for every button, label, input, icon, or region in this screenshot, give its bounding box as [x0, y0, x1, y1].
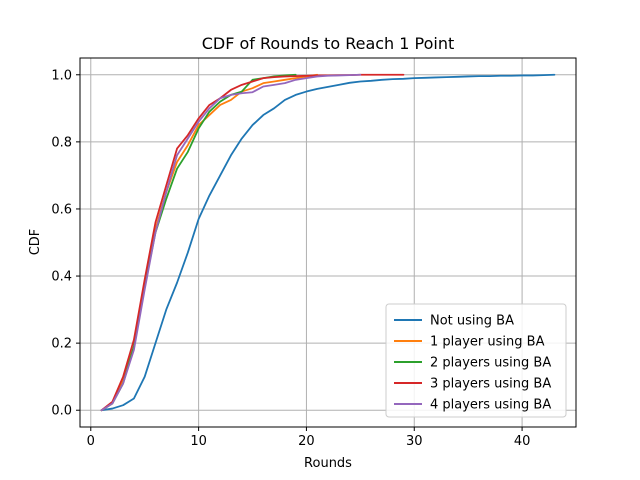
legend-label: 1 player using BA [430, 335, 545, 350]
y-tick-label: 0.8 [51, 135, 72, 150]
x-tick-label: 40 [514, 434, 531, 449]
legend-box [385, 303, 567, 418]
legend-label: 3 players using BA [430, 377, 551, 392]
series-layer [100, 73, 556, 412]
y-tick-label: 0.4 [51, 270, 72, 285]
legend-label: 4 players using BA [430, 398, 551, 413]
y-tick-label: 1.0 [51, 68, 72, 83]
legend-label: 2 players using BA [430, 356, 551, 371]
y-axis-label: CDF [28, 229, 43, 256]
series-line-1 [100, 73, 556, 412]
x-tick-label: 30 [406, 434, 423, 449]
chart-title: CDF of Rounds to Reach 1 Point [202, 34, 455, 53]
legend-label: Not using BA [430, 314, 514, 329]
x-tick-label: 0 [87, 434, 95, 449]
y-tick-label: 0.2 [51, 337, 72, 352]
x-tick-label: 20 [298, 434, 315, 449]
y-tick-label: 0.0 [51, 404, 72, 419]
legend: Not using BA 1 player using BA 2 players u… [385, 303, 567, 418]
x-axis-label: Rounds [304, 456, 352, 471]
y-tick-label: 0.6 [51, 202, 72, 217]
x-tick-label: 10 [190, 434, 207, 449]
plot-area-frame [79, 57, 577, 428]
series-line-5 [100, 73, 362, 412]
tick-layer: 0 10 20 30 40 0.0 0.2 0.4 0.6 0.8 1.0 [51, 68, 530, 449]
